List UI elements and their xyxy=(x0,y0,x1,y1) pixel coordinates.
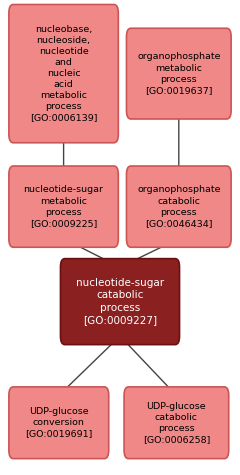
FancyBboxPatch shape xyxy=(124,387,229,459)
FancyBboxPatch shape xyxy=(126,166,231,247)
Text: nucleobase,
nucleoside,
nucleotide
and
nucleic
acid
metabolic
process
[GO:000613: nucleobase, nucleoside, nucleotide and n… xyxy=(30,25,97,123)
Text: nucleotide-sugar
metabolic
process
[GO:0009225]: nucleotide-sugar metabolic process [GO:0… xyxy=(24,185,104,228)
FancyBboxPatch shape xyxy=(9,5,118,142)
Text: UDP-glucose
catabolic
process
[GO:0006258]: UDP-glucose catabolic process [GO:000625… xyxy=(143,401,210,444)
FancyBboxPatch shape xyxy=(60,258,180,345)
Text: organophosphate
catabolic
process
[GO:0046434]: organophosphate catabolic process [GO:00… xyxy=(137,185,221,228)
Text: UDP-glucose
conversion
[GO:0019691]: UDP-glucose conversion [GO:0019691] xyxy=(25,407,92,438)
FancyBboxPatch shape xyxy=(9,166,118,247)
Text: organophosphate
metabolic
process
[GO:0019637]: organophosphate metabolic process [GO:00… xyxy=(137,52,221,95)
FancyBboxPatch shape xyxy=(9,387,109,459)
Text: nucleotide-sugar
catabolic
process
[GO:0009227]: nucleotide-sugar catabolic process [GO:0… xyxy=(76,278,164,325)
FancyBboxPatch shape xyxy=(126,28,231,119)
